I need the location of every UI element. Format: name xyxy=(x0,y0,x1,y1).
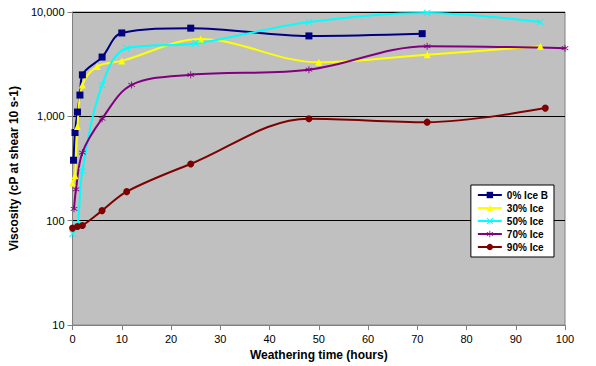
svg-text:100: 100 xyxy=(556,333,574,345)
svg-text:Viscosity (cP at shear 10 s-1): Viscosity (cP at shear 10 s-1) xyxy=(7,86,21,251)
svg-text:50% Ice: 50% Ice xyxy=(507,216,544,227)
svg-text:90: 90 xyxy=(510,333,522,345)
svg-text:20: 20 xyxy=(165,333,177,345)
svg-text:60: 60 xyxy=(362,333,374,345)
svg-text:1,000: 1,000 xyxy=(37,110,65,122)
svg-text:10: 10 xyxy=(52,319,64,331)
svg-text:0: 0 xyxy=(69,333,75,345)
svg-text:70: 70 xyxy=(411,333,423,345)
svg-text:Weathering time (hours): Weathering time (hours) xyxy=(250,348,388,362)
svg-text:100: 100 xyxy=(46,215,64,227)
svg-text:30% Ice: 30% Ice xyxy=(507,203,544,214)
svg-text:40: 40 xyxy=(263,333,275,345)
svg-text:50: 50 xyxy=(313,333,325,345)
svg-text:10: 10 xyxy=(116,333,128,345)
svg-text:10,000: 10,000 xyxy=(31,6,65,18)
svg-text:0% Ice B: 0% Ice B xyxy=(507,190,548,201)
svg-text:30: 30 xyxy=(214,333,226,345)
svg-text:90% Ice: 90% Ice xyxy=(507,242,544,253)
svg-text:70% Ice: 70% Ice xyxy=(507,229,544,240)
svg-text:80: 80 xyxy=(460,333,472,345)
